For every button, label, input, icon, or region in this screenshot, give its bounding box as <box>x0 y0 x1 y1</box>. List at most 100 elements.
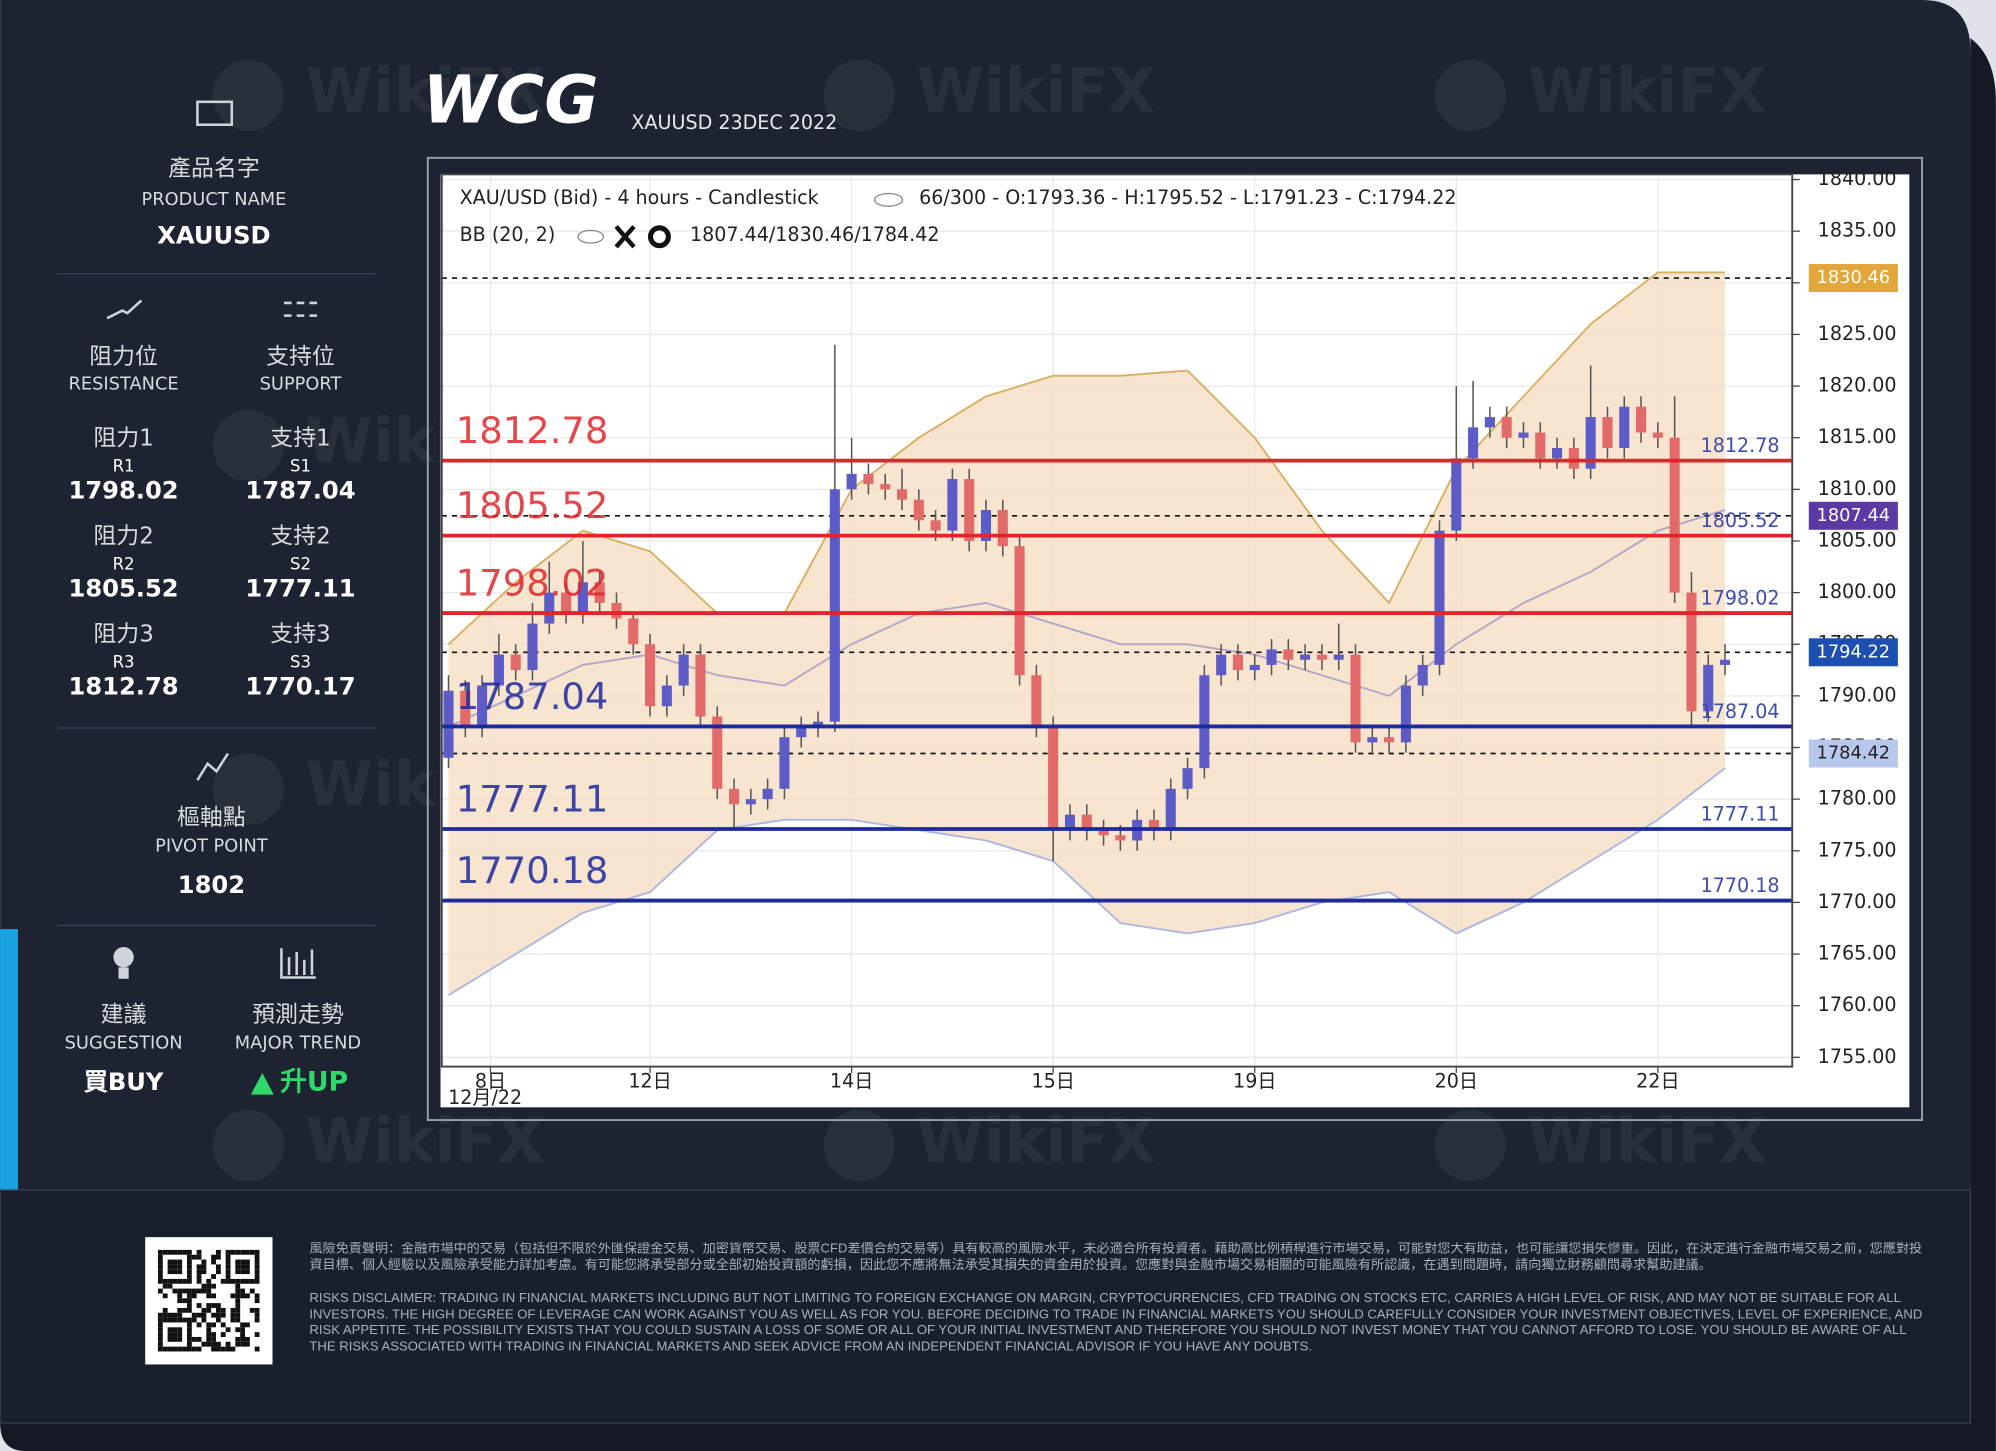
qr-cell <box>235 1288 241 1294</box>
chart-title: XAU/USD (Bid) - 4 hours - Candlestick <box>460 186 819 209</box>
qr-cell <box>235 1293 241 1299</box>
qr-cell <box>157 1264 163 1270</box>
qr-cell <box>172 1288 178 1294</box>
price-tag <box>1808 739 1898 768</box>
qr-cell <box>177 1317 183 1323</box>
qr-cell <box>196 1249 202 1255</box>
qr-cell <box>172 1317 178 1323</box>
qr-cell <box>240 1269 246 1275</box>
qr-cell <box>235 1341 241 1347</box>
qr-cell <box>186 1336 192 1342</box>
qr-cell <box>191 1254 197 1260</box>
candle-body <box>729 788 740 805</box>
trend-icon <box>280 948 316 979</box>
qr-cell <box>186 1278 192 1284</box>
candle-body <box>880 484 891 490</box>
qr-cell <box>157 1259 163 1265</box>
qr-cell <box>240 1264 246 1270</box>
candle-body <box>1552 448 1563 459</box>
qr-cell <box>186 1298 192 1304</box>
pivot-icon <box>196 752 230 781</box>
qr-cell <box>240 1278 246 1284</box>
level-code: R3 <box>113 653 135 672</box>
qr-cell <box>245 1293 250 1299</box>
qr-cell <box>196 1264 202 1270</box>
suggestion-en: SUGGESTION <box>65 1033 183 1054</box>
qr-cell <box>235 1298 241 1304</box>
qr-cell <box>240 1288 246 1294</box>
qr-cell <box>177 1346 183 1352</box>
eye-icon <box>577 229 605 244</box>
qr-cell <box>167 1336 173 1342</box>
qr-cell <box>201 1341 207 1347</box>
candle-body <box>1182 768 1193 789</box>
qr-pattern <box>157 1249 260 1352</box>
qr-cell <box>182 1298 187 1304</box>
level-code: R2 <box>113 555 135 574</box>
candle-body <box>1165 788 1176 831</box>
qr-cell <box>177 1278 183 1284</box>
level-zh: 阻力2 <box>93 524 153 550</box>
qr-cell <box>240 1341 246 1347</box>
qr-cell <box>235 1283 241 1289</box>
qr-cell <box>157 1269 163 1275</box>
candle-body <box>1316 654 1327 660</box>
support-zh: 支持位 <box>266 344 335 370</box>
candle-body <box>1014 546 1025 676</box>
qr-cell <box>201 1317 207 1323</box>
qr-cell <box>167 1327 173 1333</box>
qr-cell <box>196 1269 202 1275</box>
qr-cell <box>157 1317 163 1323</box>
candle-body <box>1283 649 1294 660</box>
qr-cell <box>177 1307 183 1313</box>
level-value: 1812.78 <box>69 672 179 700</box>
qr-cell <box>167 1259 173 1265</box>
qr-cell <box>211 1332 216 1337</box>
logo: WCG <box>423 61 599 138</box>
y-tick-label: 1820.00 <box>1818 374 1897 397</box>
support-en: SUPPORT <box>260 373 342 394</box>
qr-cell <box>220 1346 226 1352</box>
qr-cell <box>254 1254 260 1260</box>
qr-cell <box>240 1259 246 1265</box>
candle-body <box>980 509 992 541</box>
watermark: WikiFX <box>1527 1106 1766 1177</box>
level-value: 1805.52 <box>69 574 179 602</box>
footer <box>0 1189 1972 1424</box>
y-tick-label: 1840.00 <box>1818 167 1897 190</box>
price-tag <box>1808 638 1898 667</box>
qr-cell <box>162 1312 168 1318</box>
qr-cell <box>186 1293 192 1299</box>
qr-cell <box>191 1336 197 1342</box>
qr-cell <box>211 1336 216 1342</box>
gear-icon <box>647 225 671 249</box>
qr-cell <box>157 1288 163 1294</box>
y-tick-label: 1770.00 <box>1818 890 1897 913</box>
candle-body <box>1568 448 1579 469</box>
qr-cell <box>235 1249 241 1255</box>
qr-cell <box>196 1254 202 1260</box>
accent-strip <box>0 929 18 1191</box>
qr-cell <box>211 1293 216 1299</box>
qr-cell <box>191 1293 197 1299</box>
qr-cell <box>235 1307 241 1313</box>
qr-cell <box>177 1312 183 1318</box>
qr-cell <box>206 1293 212 1299</box>
candle-body <box>1199 675 1210 769</box>
qr-cell <box>211 1322 216 1328</box>
qr-cell <box>177 1288 183 1294</box>
qr-cell <box>186 1322 192 1328</box>
x-tick-label: 20日 <box>1435 1069 1478 1092</box>
disclaimer-zh: 風險免責聲明：金融市場中的交易（包括但不限於外匯保證金交易、加密貨幣交易、股票C… <box>309 1242 1923 1273</box>
qr-cell <box>201 1288 207 1294</box>
qr-cell <box>254 1312 260 1318</box>
qr-cell <box>225 1264 231 1270</box>
candle-body <box>1232 654 1243 671</box>
qr-cell <box>196 1312 202 1318</box>
candle-body <box>1619 406 1630 449</box>
qr-cell <box>162 1293 168 1299</box>
qr-cell <box>157 1346 163 1352</box>
price-tag <box>1808 501 1898 530</box>
indicator-values: 1807.44/1830.46/1784.42 <box>690 223 940 246</box>
